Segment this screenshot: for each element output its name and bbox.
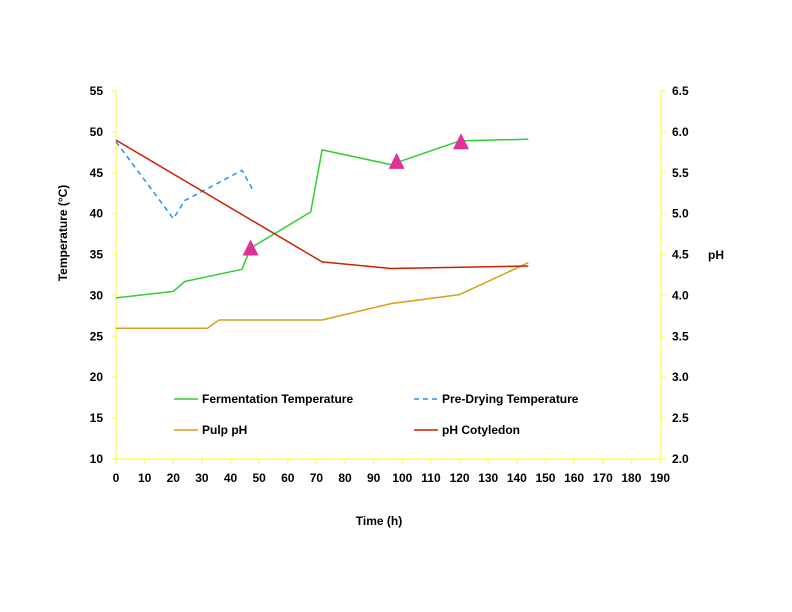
legend: Fermentation Temperature Pre-Drying Tempe… (174, 392, 579, 437)
y2-tick-label: 6.5 (672, 84, 689, 98)
legend-label-1: Fermentation Temperature (202, 392, 353, 406)
x-tick-label: 100 (392, 471, 412, 485)
y-tick-label: 45 (90, 166, 104, 180)
triangle-marker (453, 133, 470, 150)
triangle-marker (388, 152, 405, 169)
y-tick-label: 35 (90, 248, 104, 262)
y-axis-title: Temperature (°C) (56, 185, 70, 282)
series-line-3 (116, 262, 529, 329)
x-tick-label: 20 (167, 471, 181, 485)
x-tick-label: 190 (650, 471, 670, 485)
x-tick-label: 60 (281, 471, 295, 485)
y-tick-label: 20 (90, 370, 104, 384)
y2-tick-label: 4.0 (672, 288, 689, 302)
y2-tick-label: 2.5 (672, 411, 689, 425)
x-tick-label: 170 (593, 471, 613, 485)
x-tick-label: 30 (195, 471, 209, 485)
x-tick-label: 50 (252, 471, 266, 485)
series-layer (115, 138, 529, 329)
y-tick-label: 25 (90, 329, 104, 343)
series-line-4 (115, 139, 529, 270)
y2-tick-label: 6.0 (672, 125, 689, 139)
x-tick-label: 80 (338, 471, 352, 485)
x-tick-label: 0 (113, 471, 120, 485)
y-tick-label: 10 (90, 452, 104, 466)
y2-tick-label: 3.5 (672, 329, 689, 343)
x-axis-title: Time (h) (356, 514, 402, 528)
series-line-1 (115, 138, 529, 299)
x-tick-label: 140 (507, 471, 527, 485)
y2-tick-label: 3.0 (672, 370, 689, 384)
y-tick-label: 40 (90, 207, 104, 221)
y2-tick-label: 5.0 (672, 207, 689, 221)
axes: 10 15 20 25 30 35 40 45 50 55 2.0 2.5 3.0 3.5 4.0 4.5 5.… (90, 84, 689, 485)
legend-label-4: pH Cotyledon (442, 423, 520, 437)
x-tick-label: 160 (564, 471, 584, 485)
x-tick-label: 70 (310, 471, 324, 485)
y2-tick-label: 4.5 (672, 248, 689, 262)
x-tick-label: 150 (535, 471, 555, 485)
y2-axis-title: pH (708, 248, 724, 262)
x-tick-label: 40 (224, 471, 238, 485)
y-tick-label: 50 (90, 125, 104, 139)
legend-label-3: Pulp pH (202, 423, 247, 437)
y-tick-label: 15 (90, 411, 104, 425)
marker-layer (242, 133, 470, 256)
x-tick-label: 110 (421, 471, 441, 485)
triangle-marker (242, 239, 259, 256)
x-tick-label: 130 (478, 471, 498, 485)
y-tick-label: 55 (90, 84, 104, 98)
y2-tick-label: 2.0 (672, 452, 689, 466)
x-tick-label: 120 (450, 471, 470, 485)
x-tick-label: 10 (138, 471, 152, 485)
x-tick-label: 90 (367, 471, 381, 485)
x-tick-label: 180 (621, 471, 641, 485)
y2-tick-label: 5.5 (672, 166, 689, 180)
y-tick-label: 30 (90, 288, 104, 302)
series-line-2 (115, 141, 255, 220)
legend-label-2: Pre-Drying Temperature (442, 392, 579, 406)
